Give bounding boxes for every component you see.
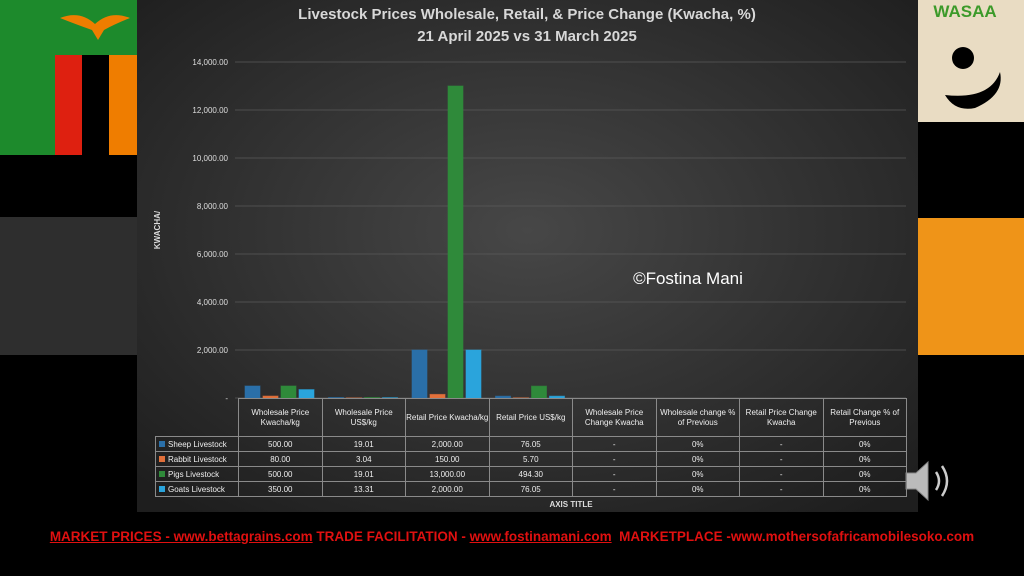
table-cell: 0% — [822, 466, 907, 482]
footer-text: MARKETPLACE -www.mothersofafricamobileso… — [611, 529, 975, 544]
table-cell: 0% — [655, 436, 740, 452]
side-band — [0, 217, 137, 355]
bar — [244, 385, 261, 399]
footer-text[interactable]: www.fostinamani.com — [469, 529, 612, 544]
x-axis-title: AXIS TITLE — [549, 500, 593, 509]
footer-text: TRADE FACILITATION - — [312, 529, 470, 544]
table-cell: 150.00 — [405, 451, 490, 467]
legend-label: Sheep Livestock — [168, 439, 227, 449]
column-header: Wholesale Price US$/kg — [321, 398, 406, 437]
table-cell: 0% — [655, 481, 740, 497]
bar — [429, 393, 446, 399]
table-cell: 76.05 — [488, 481, 573, 497]
bar — [531, 385, 547, 399]
table-header-row: Wholesale Price Kwacha/kg Wholesale Price… — [156, 398, 907, 437]
y-axis-title: KWACHA/ — [153, 210, 162, 249]
table-cell: - — [739, 436, 824, 452]
bar — [298, 389, 315, 399]
table-cell: - — [739, 451, 824, 467]
y-tick-label: 6,000.00 — [197, 250, 229, 259]
table-cell: 0% — [655, 451, 740, 467]
y-tick-label: 14,000.00 — [192, 58, 228, 67]
column-header: Retail Change % of Previous — [822, 398, 907, 437]
column-header: Retail Price Kwacha/kg — [405, 398, 490, 437]
table-cell: - — [572, 466, 657, 482]
y-tick-label: 10,000.00 — [192, 154, 228, 163]
side-band — [918, 218, 1024, 355]
table-cell: 19.01 — [321, 466, 406, 482]
table-cell: 80.00 — [238, 451, 323, 467]
table-cell: 76.05 — [488, 436, 573, 452]
table-row: Pigs Livestock 500.00 19.01 13,000.00 494.30… — [155, 466, 907, 482]
flag-stripe — [55, 55, 82, 155]
table-cell: - — [739, 481, 824, 497]
table-cell: 3.04 — [321, 451, 406, 467]
footer: MARKET PRICES - www.bettagrains.com TRAD… — [0, 529, 1024, 544]
table-cell: 0% — [655, 466, 740, 482]
table-cell: 2,000.00 — [405, 481, 490, 497]
table-cell: 350.00 — [238, 481, 323, 497]
table-cell: 13.31 — [321, 481, 406, 497]
table-row: Rabbit Livestock 80.00 3.04 150.00 5.70-0% -0… — [155, 451, 907, 467]
table-cell: 494.30 — [488, 466, 573, 482]
bar — [262, 395, 279, 399]
footer-text[interactable]: MARKET PRICES - www.bettagrains.com — [49, 529, 313, 544]
table-cell: 2,000.00 — [405, 436, 490, 452]
bar — [447, 85, 464, 399]
logo-text: WASAA — [933, 2, 996, 21]
legend-swatch — [159, 471, 165, 478]
table-corner — [156, 399, 239, 437]
column-header: Wholesale Price Change Kwacha — [572, 398, 657, 437]
table-cell: 0% — [822, 436, 907, 452]
legend-label: Rabbit Livestock — [168, 454, 227, 464]
table-cell: 13,000.00 — [405, 466, 490, 482]
bar — [280, 385, 297, 399]
legend-swatch — [159, 441, 165, 448]
legend-cell: Rabbit Livestock — [155, 451, 239, 467]
legend-label: Goats Livestock — [168, 484, 225, 494]
table-row: Sheep Livestock 500.00 19.01 2,000.00 76.05-… — [155, 436, 907, 452]
chart-title: Livestock Prices Wholesale, Retail, & Pr… — [298, 6, 756, 23]
audio-icon[interactable] — [905, 460, 949, 502]
flag-stripe — [109, 55, 137, 155]
bar — [411, 349, 428, 399]
table-row: Goats Livestock 350.00 13.31 2,000.00 76.05-… — [155, 481, 907, 497]
watermark: ©Fostina Mani — [633, 269, 743, 288]
table-cell: 0% — [822, 451, 907, 467]
table-cell: 500.00 — [238, 466, 323, 482]
column-header: Wholesale change % of Previous — [655, 398, 740, 437]
table-cell: 500.00 — [238, 436, 323, 452]
table-cell: - — [739, 466, 824, 482]
legend-label: Pigs Livestock — [168, 469, 220, 479]
table-cell: 5.70 — [488, 451, 573, 467]
flag-eagle — [60, 15, 130, 41]
legend-swatch — [159, 486, 165, 493]
table-cell: - — [572, 481, 657, 497]
y-tick-label: 12,000.00 — [192, 106, 228, 115]
logo-mark — [945, 72, 1001, 109]
legend-cell: Pigs Livestock — [155, 466, 239, 482]
column-header: Retail Price US$/kg — [488, 398, 573, 437]
table-cell: 0% — [822, 481, 907, 497]
bar — [465, 349, 482, 399]
table-cell: - — [572, 436, 657, 452]
data-table: Wholesale Price Kwacha/kg Wholesale Price… — [155, 398, 907, 497]
y-tick-label: 8,000.00 — [197, 202, 229, 211]
y-tick-label: 2,000.00 — [197, 346, 229, 355]
table-cell: 19.01 — [321, 436, 406, 452]
column-header: Wholesale Price Kwacha/kg — [238, 398, 323, 437]
plot-area: - 2,000.00 4,000.00 6,000.00 8,000.00 10,000.… — [192, 58, 906, 403]
flag-stripe — [82, 55, 109, 155]
chart-subtitle: 21 April 2025 vs 31 March 2025 — [417, 28, 637, 45]
y-tick-label: 4,000.00 — [197, 298, 229, 307]
table-cell: - — [572, 451, 657, 467]
column-header: Retail Price Change Kwacha — [739, 398, 824, 437]
logo-mark — [952, 47, 974, 69]
legend-cell: Goats Livestock — [155, 481, 239, 497]
legend-swatch — [159, 456, 165, 463]
y-tick-label: - — [225, 394, 228, 403]
legend-cell: Sheep Livestock — [155, 436, 239, 452]
